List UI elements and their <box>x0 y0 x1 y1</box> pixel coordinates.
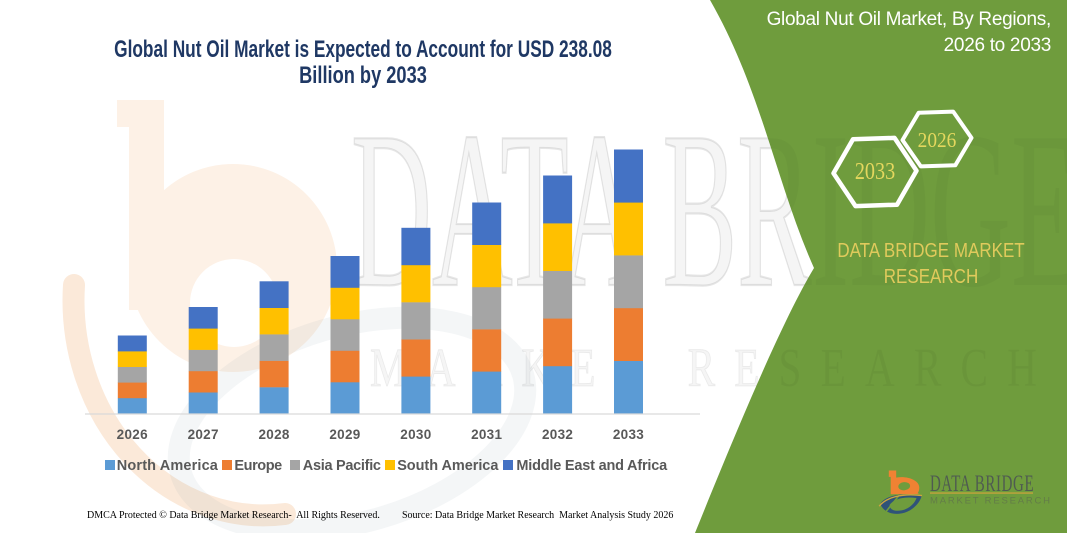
svg-text:MARKET RESEARCH: MARKET RESEARCH <box>930 496 1052 507</box>
